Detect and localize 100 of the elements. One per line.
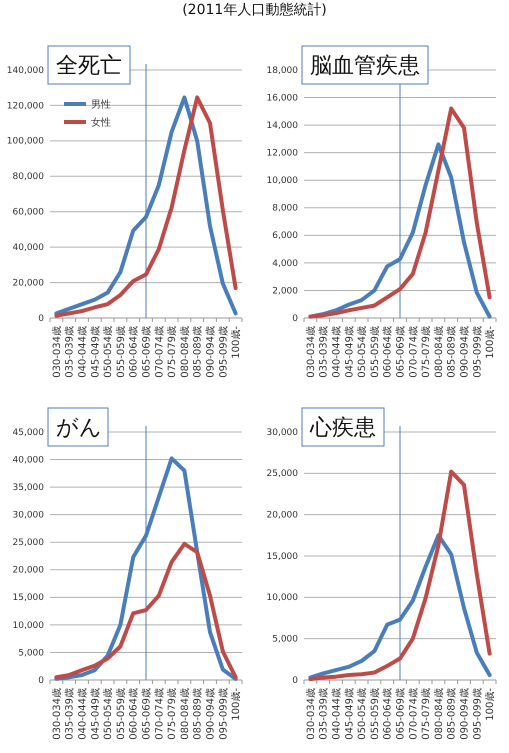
chart-title: 心疾患 [309, 416, 376, 441]
x-tick-label: 045-049歳 [343, 688, 356, 740]
x-tick-label: 085-089歳 [446, 326, 458, 378]
x-tick-label: 075-079歳 [420, 688, 432, 740]
x-tick-label: 100歳- [230, 326, 242, 359]
x-tick-label: 040-044歳 [330, 688, 342, 740]
x-tick-label: 035-039歳 [318, 326, 330, 378]
y-tick-label: 0 [292, 676, 298, 686]
x-tick-label: 095-099歳 [217, 326, 230, 378]
x-tick-label: 040-044歳 [76, 326, 88, 378]
x-tick-label: 050-054歳 [102, 326, 114, 378]
y-tick-label: 10,000 [12, 620, 44, 631]
y-tick-label: 0 [38, 314, 44, 324]
x-tick-label: 030-034歳 [50, 688, 63, 740]
x-tick-label: 030-034歳 [50, 326, 63, 378]
x-tick-label: 085-089歳 [192, 688, 204, 740]
x-tick-label: 075-079歳 [166, 326, 178, 378]
y-tick-label: 4,000 [272, 258, 298, 269]
y-tick-label: 140,000 [6, 66, 44, 76]
y-tick-label: 40,000 [12, 455, 44, 466]
x-tick-label: 045-049歳 [343, 326, 356, 378]
y-tick-label: 0 [38, 676, 44, 686]
x-tick-label: 050-054歳 [356, 688, 368, 740]
y-tick-label: 6,000 [272, 231, 298, 242]
x-tick-label: 030-034歳 [304, 326, 317, 378]
y-tick-label: 20,000 [12, 566, 44, 576]
y-tick-label: 25,000 [266, 469, 298, 480]
y-tick-label: 30,000 [12, 510, 44, 521]
x-tick-label: 070-074歳 [153, 688, 166, 740]
x-tick-label: 090-094歳 [458, 688, 470, 740]
x-tick-label: 035-039歳 [64, 326, 76, 378]
x-tick-label: 045-049歳 [89, 688, 102, 740]
x-tick-label: 040-044歳 [330, 326, 342, 378]
y-tick-label: 15,000 [266, 552, 298, 562]
x-tick-label: 095-099歳 [471, 688, 484, 740]
y-tick-label: 45,000 [12, 428, 44, 438]
x-tick-label: 080-084歳 [432, 326, 445, 378]
y-tick-label: 5,000 [18, 648, 44, 658]
line-series [54, 542, 238, 680]
y-tick-label: 15,000 [12, 593, 44, 604]
legend-label: 女性 [91, 116, 111, 128]
x-tick-label: 060-064歳 [128, 326, 140, 378]
x-tick-label: 060-064歳 [382, 326, 394, 378]
x-tick-label: 100歳- [484, 326, 496, 359]
x-tick-label: 030-034歳 [304, 688, 317, 740]
x-tick-label: 060-064歳 [382, 688, 394, 740]
x-tick-label: 080-084歳 [178, 688, 191, 740]
x-tick-label: 100歳- [230, 688, 242, 721]
x-tick-label: 095-099歳 [217, 688, 230, 740]
y-tick-label: 25,000 [12, 538, 44, 548]
x-tick-label: 090-094歳 [204, 326, 216, 378]
x-tick-label: 080-084歳 [178, 326, 191, 378]
y-tick-label: 60,000 [12, 208, 44, 218]
x-tick-label: 035-039歳 [64, 688, 76, 740]
x-tick-label: 075-079歳 [166, 688, 178, 740]
x-tick-label: 045-049歳 [89, 326, 102, 378]
y-tick-label: 5,000 [272, 634, 298, 645]
x-tick-label: 070-074歳 [153, 326, 166, 378]
x-tick-label: 055-059歳 [114, 688, 127, 740]
x-tick-label: 090-094歳 [458, 326, 470, 378]
x-tick-label: 060-064歳 [128, 688, 140, 740]
y-tick-label: 12,000 [266, 148, 298, 159]
y-tick-label: 0 [292, 314, 298, 324]
x-tick-label: 055-059歳 [368, 326, 381, 378]
x-tick-label: 055-059歳 [114, 326, 127, 378]
y-tick-label: 30,000 [266, 428, 298, 438]
x-tick-label: 040-044歳 [76, 688, 88, 740]
legend-label: 男性 [91, 98, 111, 110]
x-tick-label: 095-099歳 [471, 326, 484, 378]
y-tick-label: 40,000 [12, 243, 44, 254]
line-series [308, 470, 492, 682]
x-tick-label: 065-069歳 [394, 688, 406, 740]
y-tick-label: 80,000 [12, 172, 44, 182]
chart-title: 脳血管疾患 [310, 54, 420, 79]
x-tick-label: 100歳- [484, 688, 496, 721]
x-tick-label: 075-079歳 [420, 326, 432, 378]
y-tick-label: 2,000 [272, 286, 298, 296]
x-tick-label: 035-039歳 [318, 688, 330, 740]
x-tick-label: 070-074歳 [407, 326, 420, 378]
y-tick-label: 18,000 [266, 66, 298, 76]
y-tick-label: 8,000 [272, 204, 298, 214]
x-tick-label: 090-094歳 [204, 688, 216, 740]
chart-title: 全死亡 [56, 54, 122, 79]
x-tick-label: 085-089歳 [192, 326, 204, 378]
y-tick-label: 16,000 [266, 93, 298, 104]
x-tick-label: 085-089歳 [446, 688, 458, 740]
x-tick-label: 065-069歳 [394, 326, 406, 378]
y-tick-label: 10,000 [266, 593, 298, 604]
y-tick-label: 14,000 [266, 120, 298, 131]
y-tick-label: 20,000 [12, 278, 44, 288]
y-tick-label: 120,000 [6, 101, 44, 112]
text: (2011年人口動態統計) [182, 2, 327, 18]
y-tick-label: 10,000 [266, 176, 298, 186]
chart-title: がん [56, 416, 102, 441]
y-tick-label: 20,000 [266, 510, 298, 521]
x-tick-label: 070-074歳 [407, 688, 420, 740]
x-tick-label: 050-054歳 [356, 326, 368, 378]
y-tick-label: 100,000 [6, 136, 44, 147]
y-tick-label: 35,000 [12, 482, 44, 493]
line-series [308, 106, 492, 319]
